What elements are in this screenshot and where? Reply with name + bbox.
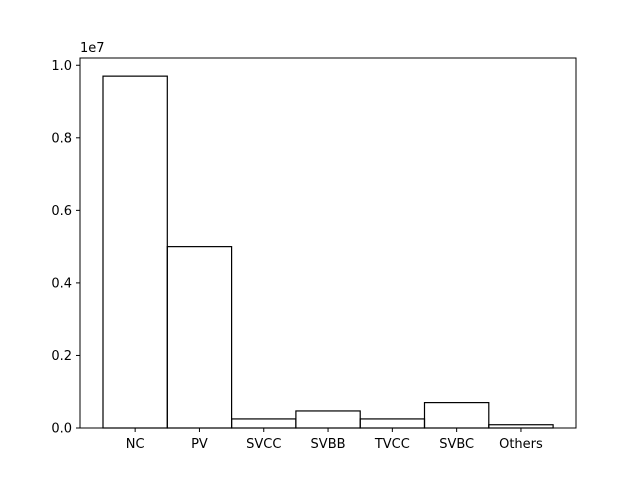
y-tick-label: 0.4 (51, 276, 72, 291)
x-tick-label: NC (126, 437, 145, 452)
x-axis-ticks: NC PV SVCC SVBB TVCC SVBC Others (126, 428, 543, 452)
y-tick-label: 0.8 (51, 131, 72, 146)
y-tick-label: 0.2 (51, 349, 72, 364)
x-tick-label: Others (499, 437, 543, 452)
y-offset-label: 1e7 (80, 41, 105, 56)
y-tick-label: 0.6 (51, 204, 72, 219)
y-tick-label: 0.0 (51, 422, 72, 437)
x-tick-label: SVBB (311, 437, 346, 452)
plot-frame (79, 57, 577, 429)
x-tick-label: SVCC (246, 437, 281, 452)
x-tick-label: TVCC (374, 437, 410, 452)
plot-area (80, 58, 576, 428)
y-tick-label: 1.0 (51, 59, 72, 74)
y-axis-ticks: 0.0 0.2 0.4 0.6 0.8 1.0 (51, 59, 80, 437)
x-tick-label: SVBC (439, 437, 474, 452)
x-tick-label: PV (191, 437, 208, 452)
